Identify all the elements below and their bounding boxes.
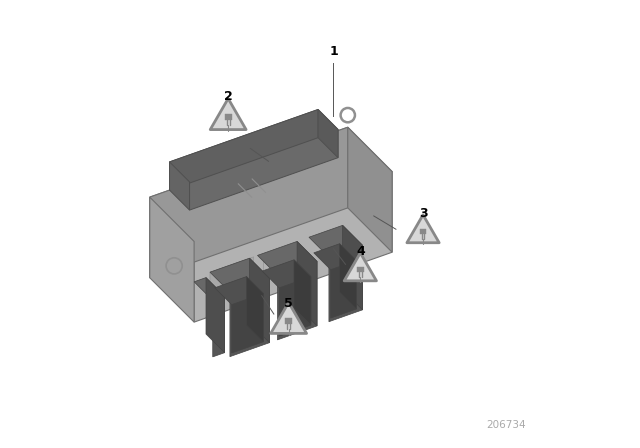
Polygon shape [210, 99, 246, 129]
Polygon shape [230, 278, 269, 357]
Polygon shape [232, 293, 263, 353]
Polygon shape [170, 109, 338, 182]
Polygon shape [285, 318, 292, 324]
Polygon shape [194, 172, 392, 322]
Polygon shape [294, 260, 311, 325]
Polygon shape [344, 253, 376, 281]
Text: 2: 2 [224, 90, 232, 103]
Polygon shape [257, 241, 317, 276]
Polygon shape [215, 276, 263, 305]
Polygon shape [420, 229, 426, 234]
Polygon shape [329, 246, 363, 322]
Polygon shape [340, 244, 356, 309]
Polygon shape [309, 225, 363, 257]
Polygon shape [150, 127, 392, 241]
Polygon shape [206, 278, 225, 353]
Polygon shape [212, 296, 225, 357]
Text: 206734: 206734 [486, 420, 526, 430]
Polygon shape [194, 278, 225, 301]
Polygon shape [170, 109, 318, 190]
Polygon shape [150, 197, 194, 322]
Text: 4: 4 [356, 245, 365, 258]
Polygon shape [348, 127, 392, 252]
Polygon shape [277, 261, 317, 340]
Text: 5: 5 [284, 297, 293, 310]
Polygon shape [314, 244, 356, 270]
Polygon shape [246, 276, 263, 342]
Polygon shape [150, 127, 348, 278]
Polygon shape [342, 225, 363, 310]
Polygon shape [271, 302, 307, 333]
Polygon shape [262, 260, 311, 288]
Polygon shape [331, 261, 356, 318]
Polygon shape [297, 241, 317, 326]
Polygon shape [210, 257, 253, 301]
Polygon shape [225, 114, 232, 120]
Polygon shape [279, 277, 311, 336]
Polygon shape [357, 267, 364, 272]
Polygon shape [250, 258, 269, 343]
Polygon shape [407, 215, 439, 243]
Polygon shape [210, 258, 269, 292]
Polygon shape [318, 109, 338, 158]
Polygon shape [189, 129, 338, 210]
Polygon shape [170, 162, 189, 210]
Text: 1: 1 [329, 45, 338, 58]
Text: 3: 3 [419, 207, 428, 220]
